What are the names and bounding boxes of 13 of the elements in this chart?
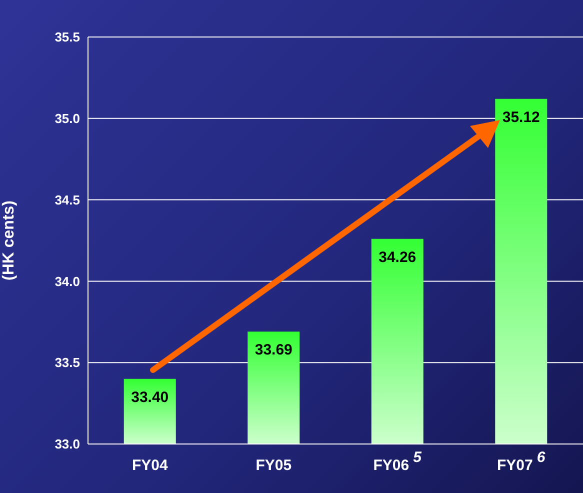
y-tick-label: 35.0: [54, 111, 80, 126]
y-tick-label: 33.5: [54, 355, 80, 370]
x-tick-label: FY04: [132, 457, 168, 474]
y-tick-label: 34.0: [54, 274, 80, 289]
data-label: 35.12: [502, 108, 540, 126]
y-tick-label: 34.5: [54, 192, 80, 208]
y-tick-label: 33.0: [54, 436, 80, 452]
x-tick-label: FY05: [256, 457, 292, 474]
y-axis-title: (HK cents): [0, 200, 18, 281]
data-label: 33.40: [131, 388, 169, 406]
data-label: 34.26: [378, 248, 416, 266]
y-tick-label: 35.5: [54, 30, 80, 45]
data-label: 33.69: [254, 342, 292, 359]
